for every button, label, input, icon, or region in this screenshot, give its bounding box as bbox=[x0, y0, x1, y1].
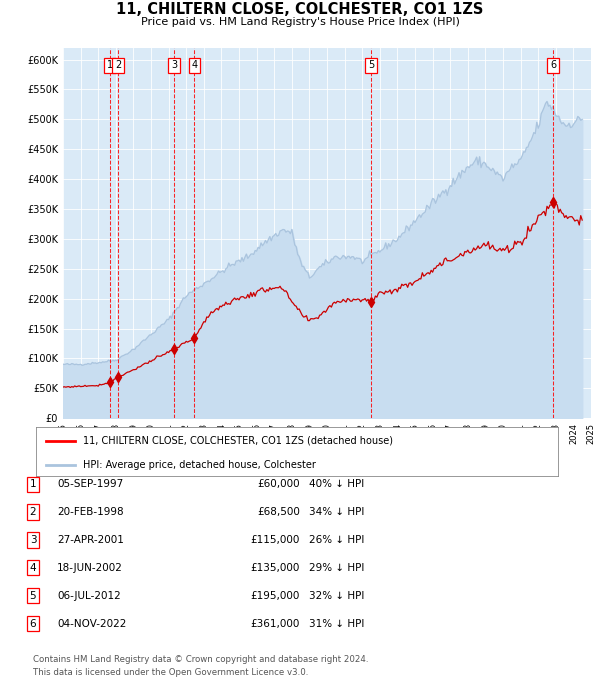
Text: 18-JUN-2002: 18-JUN-2002 bbox=[57, 563, 123, 573]
Text: 11, CHILTERN CLOSE, COLCHESTER, CO1 1ZS: 11, CHILTERN CLOSE, COLCHESTER, CO1 1ZS bbox=[116, 1, 484, 17]
Text: £68,500: £68,500 bbox=[257, 507, 300, 517]
Text: 5: 5 bbox=[368, 61, 374, 71]
Text: 04-NOV-2022: 04-NOV-2022 bbox=[57, 619, 127, 628]
Text: 20-FEB-1998: 20-FEB-1998 bbox=[57, 507, 124, 517]
Text: 27-APR-2001: 27-APR-2001 bbox=[57, 535, 124, 545]
Text: 31% ↓ HPI: 31% ↓ HPI bbox=[309, 619, 364, 628]
Text: 40% ↓ HPI: 40% ↓ HPI bbox=[309, 479, 364, 489]
Text: 1: 1 bbox=[29, 479, 37, 489]
Text: 06-JUL-2012: 06-JUL-2012 bbox=[57, 591, 121, 600]
Text: 4: 4 bbox=[191, 61, 197, 71]
Text: 3: 3 bbox=[171, 61, 177, 71]
Text: Price paid vs. HM Land Registry's House Price Index (HPI): Price paid vs. HM Land Registry's House … bbox=[140, 17, 460, 27]
Text: £361,000: £361,000 bbox=[251, 619, 300, 628]
Text: 26% ↓ HPI: 26% ↓ HPI bbox=[309, 535, 364, 545]
Text: 1: 1 bbox=[107, 61, 113, 71]
Text: £135,000: £135,000 bbox=[251, 563, 300, 573]
Text: 11, CHILTERN CLOSE, COLCHESTER, CO1 1ZS (detached house): 11, CHILTERN CLOSE, COLCHESTER, CO1 1ZS … bbox=[83, 436, 393, 446]
Text: 29% ↓ HPI: 29% ↓ HPI bbox=[309, 563, 364, 573]
Text: 32% ↓ HPI: 32% ↓ HPI bbox=[309, 591, 364, 600]
Text: 5: 5 bbox=[29, 591, 37, 600]
Text: £195,000: £195,000 bbox=[251, 591, 300, 600]
Text: HPI: Average price, detached house, Colchester: HPI: Average price, detached house, Colc… bbox=[83, 460, 316, 471]
Text: 2: 2 bbox=[29, 507, 37, 517]
Text: 05-SEP-1997: 05-SEP-1997 bbox=[57, 479, 123, 489]
Text: Contains HM Land Registry data © Crown copyright and database right 2024.: Contains HM Land Registry data © Crown c… bbox=[33, 655, 368, 664]
Text: 34% ↓ HPI: 34% ↓ HPI bbox=[309, 507, 364, 517]
Text: 3: 3 bbox=[29, 535, 37, 545]
Text: £115,000: £115,000 bbox=[251, 535, 300, 545]
Text: 4: 4 bbox=[29, 563, 37, 573]
Text: 6: 6 bbox=[29, 619, 37, 628]
Text: 2: 2 bbox=[115, 61, 121, 71]
Text: This data is licensed under the Open Government Licence v3.0.: This data is licensed under the Open Gov… bbox=[33, 668, 308, 677]
Text: 6: 6 bbox=[550, 61, 556, 71]
Text: £60,000: £60,000 bbox=[257, 479, 300, 489]
